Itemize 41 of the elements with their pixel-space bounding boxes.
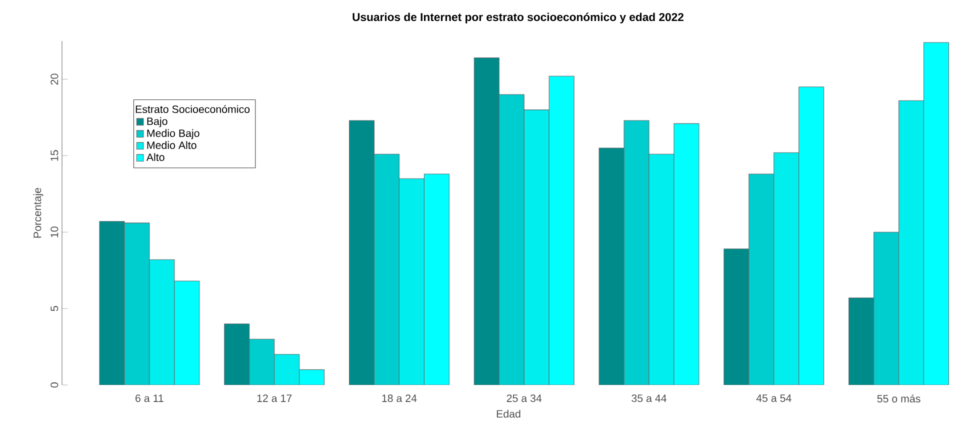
bar [798,86,824,385]
legend-title: Estrato Socioeconómico [136,105,250,114]
legend-label: Bajo [147,117,168,128]
x-tick-label: 55 o más [877,394,920,402]
bar [399,178,424,385]
bar [674,124,699,385]
legend-label: Medio Bajo [147,129,200,140]
chart-title: Usuarios de Internet por estrato socioeconómico y edad 2022 [352,12,684,24]
y-tick-label: 20 [50,74,58,85]
bar [774,152,799,385]
legend-label: Medio Alto [147,141,196,150]
bar [848,298,874,385]
bar [174,281,200,385]
bar [224,324,250,385]
y-axis-title: Porcentaje [33,188,44,238]
x-tick-label: 6 a 11 [136,394,164,402]
y-tick-label: 15 [50,150,58,161]
x-tick-label: 12 a 17 [257,394,292,402]
bar [274,354,300,385]
x-tick-label: 25 a 34 [506,394,542,402]
bar [724,248,749,385]
x-tick-label: 35 a 44 [632,394,666,402]
bar [524,110,550,385]
bar [424,174,450,385]
y-tick-label: 0 [50,382,58,388]
bar [349,120,374,385]
bar [474,58,500,385]
bar [599,148,624,385]
bar [299,370,324,385]
x-axis-title: Edad [496,410,520,418]
legend-label: Alto [146,153,164,162]
bar [549,76,574,385]
x-tick-label: 18 a 24 [382,394,417,402]
bar [149,260,174,385]
bar [649,154,674,385]
bar [99,221,124,385]
bar [923,42,950,385]
y-tick-label: 5 [50,306,58,312]
y-tick-label: 10 [50,226,58,238]
bar [898,100,924,385]
x-tick-label: 45 a 54 [756,394,792,402]
